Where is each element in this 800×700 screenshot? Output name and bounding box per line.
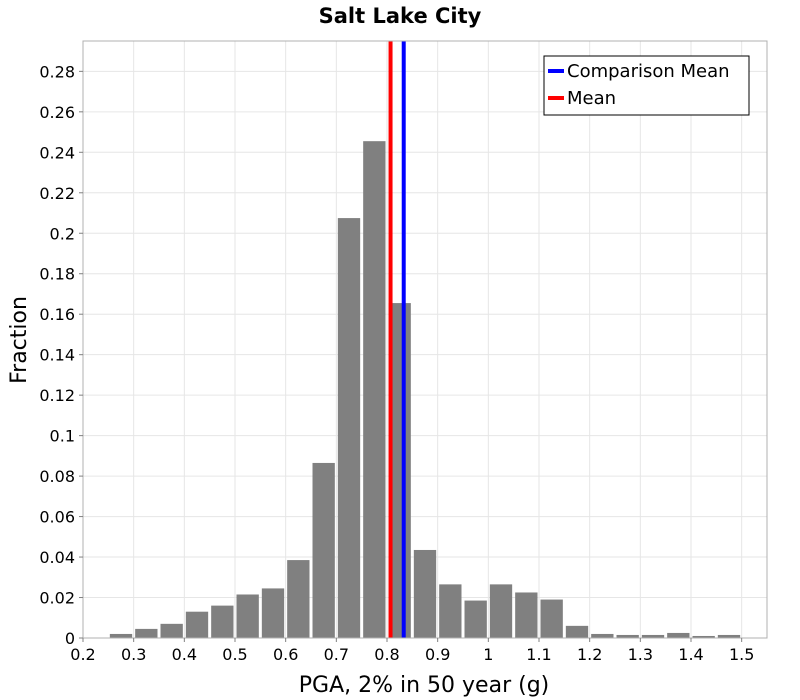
y-tick-label: 0.02: [39, 589, 75, 608]
y-tick-label: 0.2: [50, 224, 75, 243]
histogram-bar: [185, 611, 209, 638]
chart-title: Salt Lake City: [319, 4, 482, 28]
histogram-bar: [363, 141, 386, 639]
x-tick-label: 1.2: [577, 645, 602, 664]
y-tick-label: 0.06: [39, 508, 75, 527]
legend-box: [543, 55, 750, 116]
x-axis-label: PGA, 2% in 50 year (g): [299, 673, 550, 698]
histogram-bar: [692, 635, 715, 638]
histogram-bar: [540, 599, 563, 638]
grid-layer: [82, 41, 767, 639]
x-tick-label: 1: [483, 645, 493, 664]
y-tick-label: 0.04: [39, 548, 75, 567]
histogram-bar: [489, 584, 513, 638]
histogram-bar: [667, 632, 690, 638]
histogram-bar: [464, 600, 487, 638]
legend-label-comparison-mean: Comparison Mean: [567, 61, 730, 82]
histogram-bar: [261, 588, 285, 638]
histogram-bar: [135, 628, 158, 638]
histogram-bar: [312, 462, 335, 638]
y-tick-label: 0.28: [39, 62, 75, 81]
histogram-bar: [211, 605, 234, 638]
histogram-bar: [287, 560, 310, 638]
y-tick-label: 0: [65, 629, 75, 648]
y-axis-label: Fraction: [7, 296, 32, 384]
x-tick-label: 0.9: [425, 645, 450, 664]
y-axis-ticks: 0 0.02 0.04 0.06 0.08 0.1 0.12 0.14 0.16 0.18 0.2 0…: [39, 62, 83, 648]
bar-layer: [109, 141, 741, 639]
histogram-bar: [641, 634, 665, 638]
histogram-bar: [337, 218, 361, 638]
histogram-bar: [717, 634, 741, 638]
legend-label-mean: Mean: [567, 88, 616, 109]
histogram-bar: [565, 625, 589, 638]
x-tick-label: 1.3: [628, 645, 653, 664]
y-tick-label: 0.1: [50, 427, 75, 446]
y-tick-label: 0.16: [39, 305, 75, 324]
x-tick-label: 0.6: [273, 645, 298, 664]
y-tick-label: 0.08: [39, 467, 75, 486]
x-tick-label: 1.5: [729, 645, 754, 664]
x-tick-label: 0.8: [374, 645, 399, 664]
plot-area-frame: [82, 40, 768, 639]
y-tick-label: 0.12: [39, 386, 75, 405]
histogram-bar: [616, 634, 639, 638]
histogram-bar: [109, 633, 133, 638]
histogram-bar: [439, 584, 462, 638]
y-tick-label: 0.24: [39, 143, 75, 162]
histogram-bar: [591, 633, 614, 638]
y-tick-label: 0.14: [39, 346, 75, 365]
y-tick-label: 0.26: [39, 103, 75, 122]
x-tick-label: 0.7: [324, 645, 349, 664]
y-tick-label: 0.22: [39, 184, 75, 203]
mean-lines-layer: [388, 41, 406, 638]
x-axis-ticks: 0.2 0.3 0.4 0.5 0.6 0.7 0.8 0.9 1 1.1 1.2 1.3 1.4 1.5: [70, 638, 754, 664]
x-tick-label: 1.4: [678, 645, 703, 664]
histogram-bar: [236, 594, 259, 638]
histogram-bar: [160, 623, 183, 638]
x-tick-label: 0.3: [121, 645, 146, 664]
x-tick-label: 0.4: [172, 645, 197, 664]
histogram-bar: [515, 592, 538, 638]
x-tick-label: 1.1: [526, 645, 551, 664]
histogram-bar: [413, 549, 437, 638]
legend: Comparison Mean Mean: [543, 55, 750, 116]
x-tick-label: 0.2: [70, 645, 95, 664]
y-tick-label: 0.18: [39, 265, 75, 284]
x-tick-label: 0.5: [222, 645, 247, 664]
